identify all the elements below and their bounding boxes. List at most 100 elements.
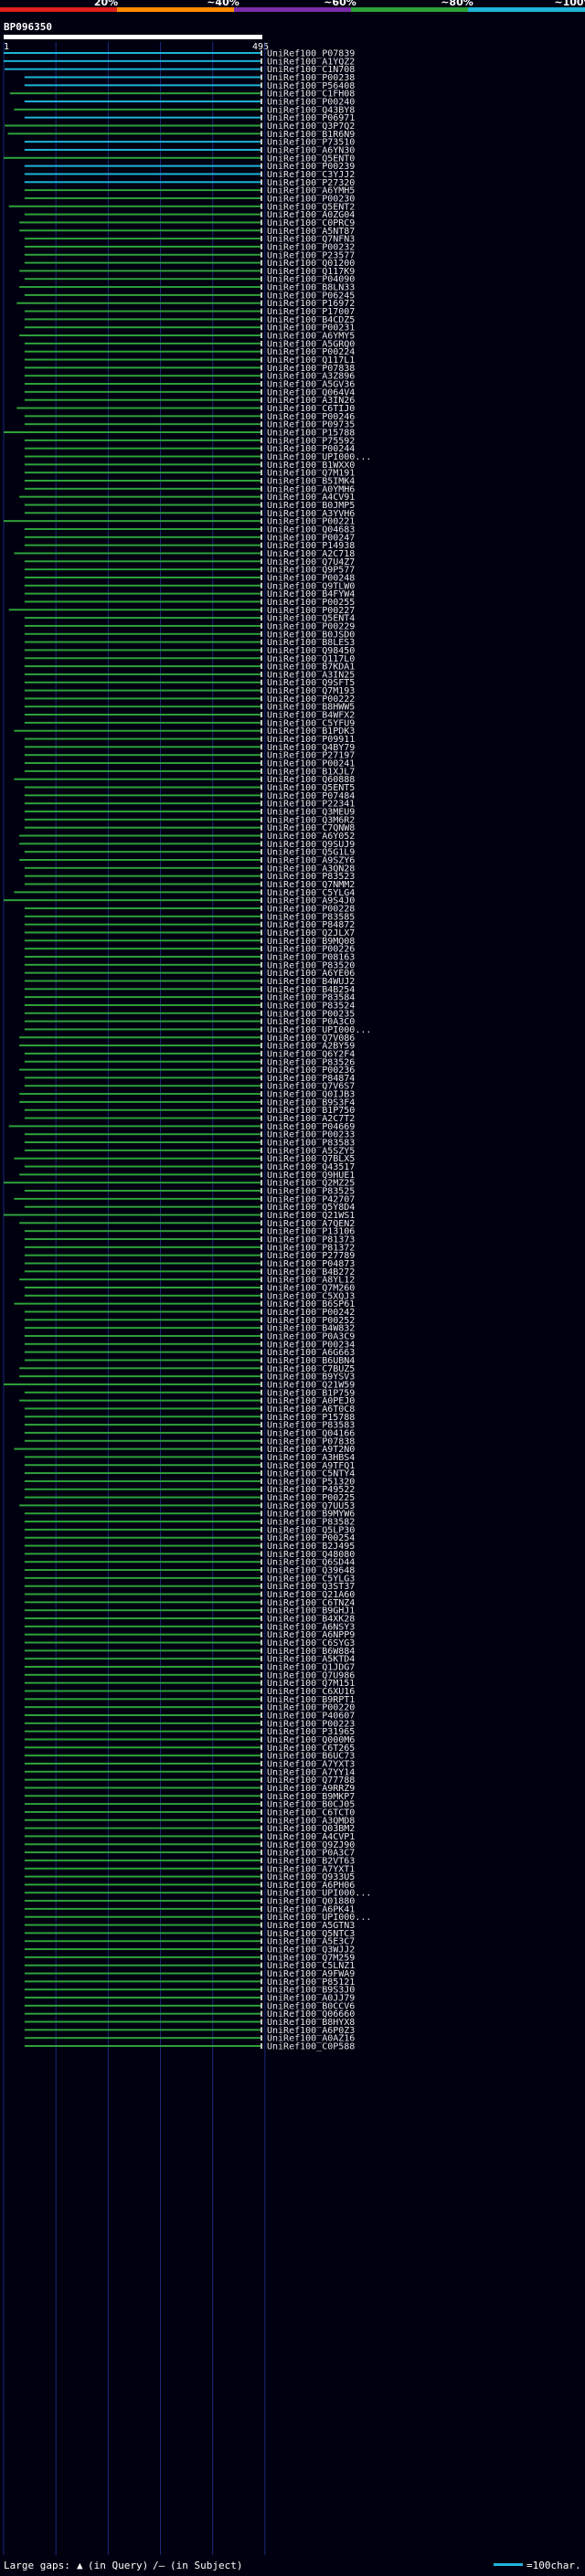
hit-row[interactable]: UniRef100_A5GRQ0 bbox=[24, 339, 355, 349]
hit-row[interactable]: UniRef100_A3QN28 bbox=[24, 864, 355, 874]
hit-row[interactable]: UniRef100_A9S4J0 bbox=[4, 896, 355, 906]
hit-label[interactable]: UniRef100_Q7V6S7 bbox=[267, 1082, 355, 1092]
hit-bar[interactable] bbox=[24, 1786, 263, 1789]
hit-label[interactable]: UniRef100_B1P750 bbox=[267, 1106, 355, 1116]
hit-row[interactable]: UniRef100_P00228 bbox=[24, 904, 355, 914]
hit-bar[interactable] bbox=[24, 1003, 263, 1006]
hit-row[interactable]: UniRef100_A5SZY5 bbox=[24, 1146, 355, 1156]
hit-label[interactable]: UniRef100_P00226 bbox=[267, 945, 355, 955]
hit-label[interactable]: UniRef100_Q21WS1 bbox=[267, 1211, 355, 1221]
hit-row[interactable]: UniRef100_P15788 bbox=[4, 429, 355, 439]
hit-bar[interactable] bbox=[24, 1319, 263, 1321]
hit-bar[interactable] bbox=[16, 407, 262, 409]
hit-bar[interactable] bbox=[4, 52, 262, 54]
hit-label[interactable]: UniRef100_A3QMD8 bbox=[267, 1816, 355, 1826]
hit-bar[interactable] bbox=[24, 1052, 263, 1055]
hit-label[interactable]: UniRef100_C0PRC9 bbox=[267, 218, 355, 228]
hit-row[interactable]: UniRef100_P00246 bbox=[24, 412, 355, 422]
hit-label[interactable]: UniRef100_P00234 bbox=[267, 1340, 355, 1350]
hit-bar[interactable] bbox=[24, 980, 263, 982]
hit-bar[interactable] bbox=[24, 2004, 263, 2007]
hit-label[interactable]: UniRef100_Q43BY8 bbox=[267, 105, 355, 115]
hit-row[interactable]: UniRef100_P40607 bbox=[24, 1711, 355, 1721]
hit-row[interactable]: UniRef100_A9FWA9 bbox=[24, 1969, 355, 1979]
hit-bar[interactable] bbox=[4, 1182, 262, 1184]
hit-row[interactable]: UniRef100_C3YJJ2 bbox=[24, 170, 355, 180]
hit-row[interactable]: UniRef100_P84874 bbox=[24, 1074, 355, 1084]
hit-row[interactable]: UniRef100_B4W832 bbox=[24, 1324, 355, 1334]
hit-row[interactable]: UniRef100_B4WFX2 bbox=[24, 711, 355, 721]
hit-bar[interactable] bbox=[24, 1238, 263, 1241]
hit-row[interactable]: UniRef100_A6P0Z3 bbox=[24, 2026, 355, 2036]
hit-row[interactable]: UniRef100_P00221 bbox=[4, 517, 355, 527]
hit-row[interactable]: UniRef100_Q01880 bbox=[24, 1897, 355, 1907]
hit-label[interactable]: UniRef100_A5SZY5 bbox=[267, 1146, 355, 1156]
hit-row[interactable]: UniRef100_P00226 bbox=[24, 945, 355, 955]
hit-label[interactable]: UniRef100_P09735 bbox=[267, 420, 355, 430]
hit-bar[interactable] bbox=[19, 859, 262, 861]
hit-label[interactable]: UniRef100_Q9ZJ90 bbox=[267, 1840, 355, 1850]
hit-bar[interactable] bbox=[24, 1803, 263, 1806]
hit-bar[interactable] bbox=[24, 1907, 263, 1910]
hit-row[interactable]: UniRef100_P14938 bbox=[24, 541, 355, 551]
hit-bar[interactable] bbox=[24, 141, 263, 143]
hit-bar[interactable] bbox=[24, 632, 263, 635]
hit-row[interactable]: UniRef100_C1FH08 bbox=[9, 90, 355, 100]
hit-bar[interactable] bbox=[24, 1601, 263, 1604]
hit-bar[interactable] bbox=[24, 1762, 263, 1765]
hit-label[interactable]: UniRef100_B9MYW6 bbox=[267, 1510, 355, 1520]
hit-row[interactable]: UniRef100_A9TFQ1 bbox=[24, 1461, 355, 1471]
hit-row[interactable]: UniRef100_A6YMY5 bbox=[19, 332, 355, 342]
hit-bar[interactable] bbox=[24, 1585, 263, 1587]
hit-row[interactable]: UniRef100_A0AZ16 bbox=[24, 2034, 355, 2044]
hit-row[interactable]: UniRef100_Q21A60 bbox=[24, 1590, 355, 1600]
hit-row[interactable]: UniRef100_B4B254 bbox=[24, 985, 355, 995]
hit-row[interactable]: UniRef100_A7YXT1 bbox=[24, 1864, 355, 1874]
hit-label[interactable]: UniRef100_A8YL12 bbox=[267, 1276, 355, 1286]
hit-label[interactable]: UniRef100_P04669 bbox=[267, 1122, 355, 1132]
hit-bar[interactable] bbox=[5, 68, 263, 70]
hit-label[interactable]: UniRef100_Q7U4Z7 bbox=[267, 557, 355, 567]
hit-row[interactable]: UniRef100_Q7V086 bbox=[19, 1034, 355, 1044]
hit-bar[interactable] bbox=[24, 1713, 263, 1716]
hit-label[interactable]: UniRef100_Q5LP30 bbox=[267, 1525, 355, 1535]
hit-row[interactable]: UniRef100_P0A3C9 bbox=[24, 1331, 355, 1341]
hit-label[interactable]: UniRef100_Q3ST37 bbox=[267, 1582, 355, 1592]
hit-label[interactable]: UniRef100_A5NT87 bbox=[267, 227, 355, 237]
hit-bar[interactable] bbox=[19, 1222, 262, 1224]
hit-bar[interactable] bbox=[24, 148, 263, 151]
hit-label[interactable]: UniRef100_B6W884 bbox=[267, 1647, 355, 1657]
hit-bar[interactable] bbox=[24, 665, 263, 668]
hit-label[interactable]: UniRef100_P00240 bbox=[267, 97, 355, 107]
hit-bar[interactable] bbox=[4, 1383, 262, 1385]
hit-label[interactable]: UniRef100_C1N708 bbox=[267, 65, 355, 75]
hit-row[interactable]: UniRef100_Q48080 bbox=[24, 1550, 355, 1560]
hit-label[interactable]: UniRef100_Q7M260 bbox=[267, 1283, 355, 1293]
hit-label[interactable]: UniRef100_P27320 bbox=[267, 178, 355, 188]
hit-row[interactable]: UniRef100_P00236 bbox=[19, 1065, 355, 1076]
hit-label[interactable]: UniRef100_UPI000... bbox=[267, 1025, 371, 1035]
hit-bar[interactable] bbox=[5, 124, 263, 127]
hit-label[interactable]: UniRef100_P83525 bbox=[267, 1187, 355, 1197]
hit-label[interactable]: UniRef100_P00241 bbox=[267, 759, 355, 769]
hit-row[interactable]: UniRef100_A6NSY3 bbox=[24, 1622, 355, 1632]
hit-label[interactable]: UniRef100_Q3M6R2 bbox=[267, 815, 355, 825]
hit-row[interactable]: UniRef100_Q4BY79 bbox=[24, 743, 355, 753]
hit-bar[interactable] bbox=[24, 1633, 263, 1636]
hit-label[interactable]: UniRef100_Q117L1 bbox=[267, 355, 355, 366]
hit-row[interactable]: UniRef100_B8HYX8 bbox=[24, 2018, 355, 2028]
hit-label[interactable]: UniRef100_P83583 bbox=[267, 1139, 355, 1149]
hit-bar[interactable] bbox=[24, 415, 263, 418]
hit-label[interactable]: UniRef100_C0P588 bbox=[267, 2042, 355, 2052]
hit-row[interactable]: UniRef100_C0P588 bbox=[24, 2042, 355, 2052]
hit-bar[interactable] bbox=[14, 552, 262, 555]
hit-row[interactable]: UniRef100_A6Y052 bbox=[19, 832, 355, 842]
hit-bar[interactable] bbox=[24, 181, 263, 184]
hit-bar[interactable] bbox=[19, 843, 262, 845]
hit-label[interactable]: UniRef100_Q7M151 bbox=[267, 1679, 355, 1689]
hit-bar[interactable] bbox=[24, 971, 263, 974]
hit-row[interactable]: UniRef100_Q117K9 bbox=[19, 267, 355, 277]
hit-row[interactable]: UniRef100_P04873 bbox=[24, 1259, 355, 1269]
hit-row[interactable]: UniRef100_A4CV91 bbox=[19, 493, 355, 503]
hit-row[interactable]: UniRef100_P0A3C0 bbox=[24, 1017, 355, 1027]
